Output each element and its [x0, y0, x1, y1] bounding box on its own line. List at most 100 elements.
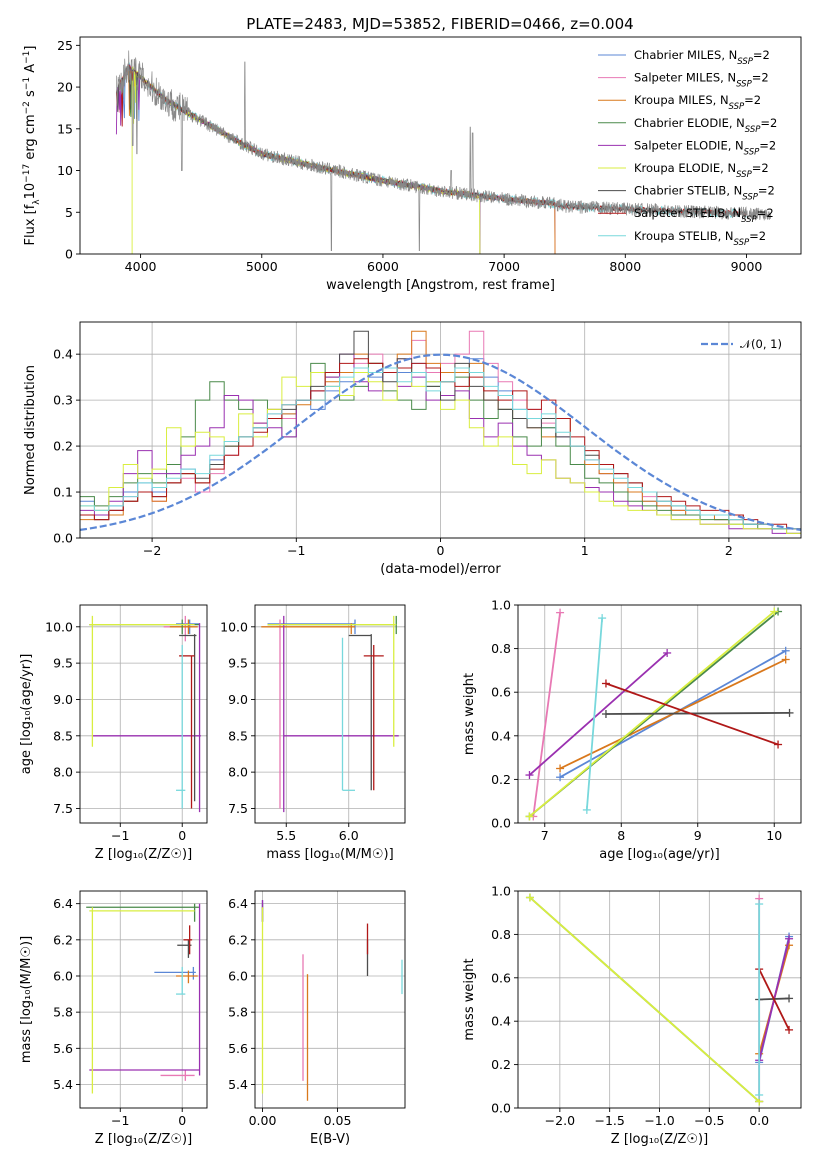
y-tick-label: 0.8 [491, 927, 511, 942]
y-tick-label: 1.0 [491, 598, 511, 613]
x-axis-label: wavelength [Angstrom, rest frame] [326, 278, 555, 293]
y-tick-label: 0.4 [53, 347, 73, 362]
segment-salpeter_stelib [758, 968, 790, 1031]
legend-suffix: =2 [759, 138, 776, 152]
y-axis-label: age [log₁₀(age/yr)] [19, 654, 34, 775]
x-tick-label: 7000 [488, 259, 520, 274]
legend-suffix: =2 [752, 161, 769, 175]
legend-text: Chabrier ELODIE, N [634, 116, 745, 130]
y-tick-label: 15 [57, 121, 73, 136]
grid [255, 891, 405, 1108]
y-tick-label: 8.5 [53, 728, 73, 743]
legend-text: Kroupa ELODIE, N [634, 161, 736, 175]
segment-salpeter_stelib [605, 682, 779, 746]
y-axis-label-part: −17 [22, 164, 32, 183]
spectrum-data [116, 50, 772, 252]
y-tick-label: 9.5 [228, 656, 248, 671]
y-tick-label: 1.0 [491, 884, 511, 899]
y-tick-label: 5.6 [228, 1041, 248, 1056]
legend-suffix: =2 [760, 116, 777, 130]
histogram-kroupa_stelib [80, 367, 801, 538]
x-tick-label: −1 [111, 828, 129, 843]
axes-frame [79, 604, 208, 824]
legend-sub: SSP [742, 193, 758, 203]
x-tick-label: −2.0 [545, 1113, 575, 1128]
y-axis-label-part: ] [23, 46, 38, 51]
grid [80, 605, 207, 823]
legend-label-kroupa_elodie: Kroupa ELODIE, NSSP=2 [634, 161, 769, 180]
legend-label-kroupa_stelib: Kroupa STELIB, NSSP=2 [634, 229, 766, 248]
plot-area [261, 615, 399, 813]
y-tick-label: 10.0 [220, 619, 248, 634]
grid [80, 891, 207, 1108]
plot-area [525, 607, 794, 821]
panel-mass_vs_Z: −1 0 5.4 5.6 5.8 6.0 6.2 6.4 Z [log₁₀(Z/Z☉)] mass… [19, 890, 208, 1147]
y-axis-label-part: −2 [22, 101, 32, 114]
legend-sub: SSP [737, 57, 753, 67]
y-tick-label: 0.4 [491, 1014, 511, 1029]
legend-suffix: =2 [744, 93, 761, 107]
y-tick-label: 25 [57, 38, 73, 53]
legend-label-salpeter_miles: Salpeter MILES, NSSP=2 [634, 71, 769, 90]
y-tick-label: 6.4 [53, 896, 73, 911]
y-axis-label: Normed distribution [23, 365, 38, 495]
y-axis-label-part: A [23, 64, 38, 77]
segment-salpeter_miles [532, 612, 561, 817]
y-axis-label-part: Flux [f [23, 204, 38, 245]
x-tick-label: 2 [725, 543, 733, 558]
x-tick-label: 0 [178, 828, 186, 843]
plot-area [80, 330, 801, 538]
y-tick-label: 5.4 [53, 1077, 73, 1092]
x-tick-label: 10 [766, 828, 782, 843]
x-axis-label: mass [log₁₀(M/M☉)] [266, 847, 393, 862]
y-tick-label: 0.0 [491, 1101, 511, 1116]
x-tick-label: 5.5 [276, 828, 296, 843]
y-tick-label: 0.0 [53, 531, 73, 546]
segment-chabrier_stelib [605, 712, 790, 715]
y-tick-label: 0.6 [491, 970, 511, 985]
y-tick-label: 10.0 [45, 619, 73, 634]
y-tick-label: 8.5 [228, 728, 248, 743]
histogram-kroupa_elodie [80, 367, 801, 538]
segment-kroupa_elodie [529, 896, 760, 1103]
legend-text: Chabrier STELIB, N [634, 184, 742, 198]
legend-label-chabrier_elodie: Chabrier ELODIE, NSSP=2 [634, 116, 777, 135]
x-tick-label: 8000 [609, 259, 641, 274]
y-tick-label: 0.4 [491, 728, 511, 743]
legend-sub: SSP [729, 102, 745, 112]
legend-suffix: =2 [758, 184, 775, 198]
y-tick-label: 10 [57, 163, 73, 178]
x-tick-label: 0.0 [749, 1113, 769, 1128]
legend-label-salpeter_elodie: Salpeter ELODIE, NSSP=2 [634, 138, 776, 157]
legend-sub: SSP [734, 238, 750, 248]
legend-text: Salpeter STELIB, N [634, 206, 741, 220]
legend-sub: SSP [736, 80, 752, 90]
x-tick-label: −1 [287, 543, 305, 558]
x-axis-label: age [log₁₀(age/yr)] [599, 847, 720, 862]
y-axis-label-part: λ [32, 199, 42, 205]
legend-suffix: =2 [753, 48, 770, 62]
y-tick-label: 9.0 [228, 692, 248, 707]
x-tick-label: 6.0 [339, 828, 359, 843]
y-axis-label: mass weight [462, 673, 477, 755]
y-tick-label: 6.0 [228, 968, 248, 983]
x-tick-label: 5000 [246, 259, 278, 274]
panel-mass_weight_vs_Z: −2.0 −1.5 −1.0 −0.5 0.0 0.0 0.2 0.4 0.6 0.8 1.0 Z [… [462, 884, 802, 1147]
x-tick-label: 0.00 [249, 1113, 277, 1128]
histogram-salpeter_stelib [80, 358, 801, 538]
x-axis-label: Z [log₁₀(Z/Z☉)] [95, 1132, 192, 1147]
y-tick-label: 7.5 [228, 801, 248, 816]
x-axis-label: (data-model)/error [380, 562, 501, 577]
y-tick-label: 9.0 [53, 692, 73, 707]
y-tick-label: 0.0 [491, 816, 511, 831]
figure-panels: 4000 5000 6000 7000 8000 90000510152025wavele… [19, 36, 802, 1147]
panel-mass_weight_vs_age: 7 8 9 10 0.0 0.2 0.4 0.6 0.8 1.0 age [log₁₀(age/yr… [462, 598, 802, 862]
x-tick-label: 0 [178, 1113, 186, 1128]
y-tick-label: 0 [65, 247, 73, 262]
y-tick-label: 0.8 [491, 641, 511, 656]
y-tick-label: 20 [57, 80, 73, 95]
y-tick-label: 0.1 [53, 485, 73, 500]
legend-text: Kroupa STELIB, N [634, 229, 734, 243]
